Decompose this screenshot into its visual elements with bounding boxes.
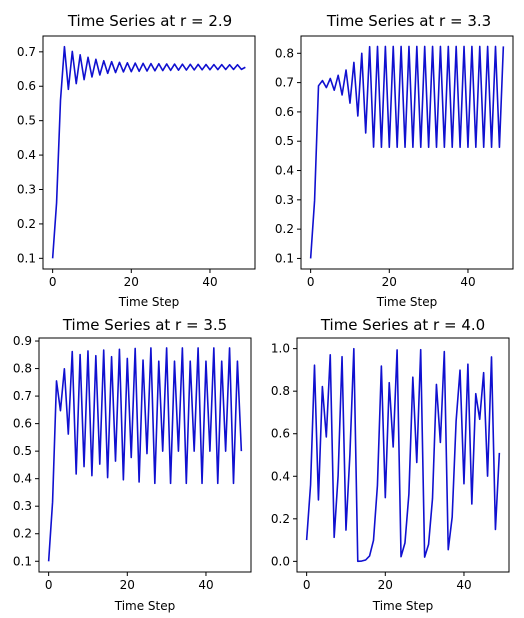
x-tick-label: 0 bbox=[45, 578, 53, 592]
y-tick-label: 0.1 bbox=[17, 251, 36, 265]
subplot-3: Time Series at r = 4.0 0 20 40 0.0 0.2 0.4 0.6… bbox=[271, 316, 510, 613]
y-tick-label: 0.7 bbox=[17, 45, 36, 59]
chart-title: Time Series at r = 3.3 bbox=[326, 12, 491, 30]
y-tick-label: 0.8 bbox=[271, 384, 290, 398]
subplot-1: Time Series at r = 3.3 0 20 40 0.1 0.2 0.3 0.4… bbox=[275, 12, 514, 309]
x-tick-label: 40 bbox=[202, 275, 217, 289]
x-tick-label: 40 bbox=[198, 578, 213, 592]
chart-title: Time Series at r = 3.5 bbox=[62, 316, 227, 334]
series-line bbox=[305, 347, 501, 563]
y-tick-label: 0.6 bbox=[17, 79, 36, 93]
x-axis-label: Time Step bbox=[114, 599, 176, 613]
y-tick-label: 0.5 bbox=[13, 444, 32, 458]
series-line bbox=[309, 45, 505, 259]
y-tick-label: 0.4 bbox=[17, 148, 36, 162]
y-tick-label: 0.6 bbox=[275, 105, 294, 119]
x-tick-label: 0 bbox=[307, 275, 315, 289]
y-tick-label: 0.6 bbox=[13, 417, 32, 431]
plot-area: 0 20 40 0.1 0.2 0.3 0.4 0.5 0.6 0.7 0.8 0.9 bbox=[13, 334, 243, 592]
series-line bbox=[51, 45, 246, 259]
y-tick-label: 0.8 bbox=[275, 46, 294, 60]
y-tick-label: 0.4 bbox=[13, 472, 32, 486]
axes-frame bbox=[300, 35, 514, 270]
y-tick-label: 0.1 bbox=[275, 251, 294, 265]
y-tick-label: 0.4 bbox=[271, 469, 290, 483]
y-tick-label: 0.3 bbox=[275, 193, 294, 207]
y-tick-label: 1.0 bbox=[271, 342, 290, 356]
axes-frame bbox=[296, 337, 510, 573]
y-tick-label: 0.2 bbox=[271, 512, 290, 526]
x-axis-label: Time Step bbox=[372, 599, 434, 613]
x-axis-label: Time Step bbox=[376, 295, 438, 309]
y-tick-label: 0.2 bbox=[13, 527, 32, 541]
axes-frame bbox=[38, 337, 252, 573]
x-axis-label: Time Step bbox=[118, 295, 180, 309]
x-tick-label: 0 bbox=[303, 578, 311, 592]
y-tick-label: 0.5 bbox=[275, 134, 294, 148]
y-tick-label: 0.7 bbox=[275, 76, 294, 90]
x-tick-label: 40 bbox=[456, 578, 471, 592]
series-line bbox=[47, 347, 243, 562]
chart-title: Time Series at r = 2.9 bbox=[67, 12, 232, 30]
y-tick-label: 0.8 bbox=[13, 362, 32, 376]
y-tick-label: 0.3 bbox=[17, 182, 36, 196]
y-tick-label: 0.7 bbox=[13, 389, 32, 403]
plot-area: 0 20 40 0.1 0.2 0.3 0.4 0.5 0.6 0.7 bbox=[17, 45, 246, 289]
y-tick-label: 0.2 bbox=[17, 217, 36, 231]
x-tick-label: 20 bbox=[120, 578, 135, 592]
x-tick-label: 20 bbox=[382, 275, 397, 289]
plot-area: 0 20 40 0.0 0.2 0.4 0.6 0.8 1.0 bbox=[271, 342, 501, 592]
subplot-2: Time Series at r = 3.5 0 20 40 0.1 0.2 0.3 0.4… bbox=[13, 316, 252, 613]
x-tick-label: 20 bbox=[124, 275, 139, 289]
y-tick-label: 0.2 bbox=[275, 222, 294, 236]
y-tick-label: 0.6 bbox=[271, 427, 290, 441]
y-tick-label: 0.1 bbox=[13, 554, 32, 568]
y-tick-label: 0.9 bbox=[13, 334, 32, 348]
plot-area: 0 20 40 0.1 0.2 0.3 0.4 0.5 0.6 0.7 0.8 bbox=[275, 45, 505, 289]
y-tick-label: 0.3 bbox=[13, 499, 32, 513]
x-tick-label: 40 bbox=[460, 275, 475, 289]
subplot-0: Time Series at r = 2.9 0 20 40 0.1 0.2 0.3 0.4… bbox=[17, 12, 256, 309]
chart-title: Time Series at r = 4.0 bbox=[320, 316, 485, 334]
x-tick-label: 0 bbox=[49, 275, 57, 289]
x-tick-label: 20 bbox=[378, 578, 393, 592]
y-tick-label: 0.0 bbox=[271, 554, 290, 568]
y-tick-label: 0.4 bbox=[275, 164, 294, 178]
y-tick-label: 0.5 bbox=[17, 114, 36, 128]
axes-frame bbox=[42, 35, 256, 270]
